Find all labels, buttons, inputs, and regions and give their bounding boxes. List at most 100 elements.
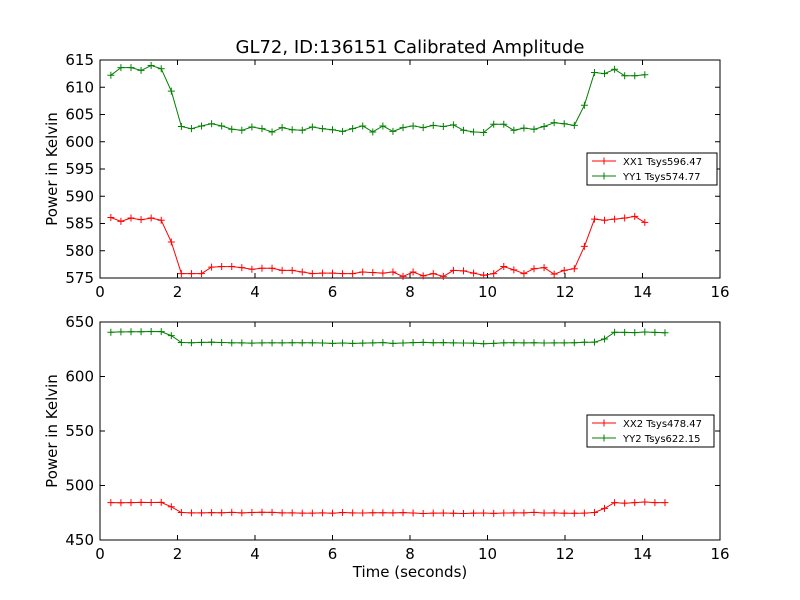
y-tick-label: 615 — [65, 51, 94, 69]
x-tick-label: 4 — [250, 283, 260, 301]
data-point — [238, 339, 246, 347]
x-tick-label: 10 — [478, 283, 497, 301]
data-point — [117, 328, 125, 336]
data-point — [590, 509, 598, 517]
data-point — [298, 268, 306, 276]
legend-label: XX2 Tsys478.47 — [623, 419, 702, 430]
data-point — [510, 266, 518, 274]
data-point — [459, 510, 467, 518]
data-point — [177, 270, 185, 278]
legend-marker — [600, 157, 608, 165]
data-point — [611, 328, 619, 336]
data-point — [611, 499, 619, 507]
data-point — [147, 61, 155, 69]
data-point — [349, 339, 357, 347]
data-point — [590, 69, 598, 77]
data-point — [127, 64, 135, 72]
data-point — [268, 128, 276, 136]
data-point — [439, 272, 447, 280]
data-point — [530, 265, 538, 273]
data-point — [550, 119, 558, 127]
data-point — [480, 128, 488, 136]
data-point — [278, 339, 286, 347]
data-point — [318, 125, 326, 133]
data-point — [258, 264, 266, 272]
data-point — [459, 126, 467, 134]
data-point — [580, 101, 588, 109]
data-point — [127, 214, 135, 222]
data-point — [379, 269, 387, 277]
y-axis-label: Power in Kelvin — [43, 374, 61, 488]
data-point — [369, 269, 377, 277]
data-point — [530, 339, 538, 347]
legend-marker — [600, 434, 608, 442]
data-point — [550, 509, 558, 517]
x-tick-label: 8 — [405, 283, 415, 301]
data-point — [308, 270, 316, 278]
data-point — [510, 126, 518, 134]
data-point — [157, 328, 165, 336]
data-point — [601, 70, 609, 78]
data-point — [238, 126, 246, 134]
y-tick-label: 650 — [65, 313, 94, 331]
data-point — [107, 214, 115, 222]
y-tick-label: 600 — [65, 133, 94, 151]
data-point — [540, 122, 548, 130]
data-point — [580, 242, 588, 250]
data-point — [570, 121, 578, 129]
data-point — [449, 121, 457, 129]
legend-label: YY1 Tsys574.77 — [622, 172, 701, 183]
data-point — [218, 338, 226, 346]
data-point — [198, 270, 206, 278]
data-point — [419, 338, 427, 346]
x-tick-label: 2 — [173, 545, 183, 563]
data-point — [218, 509, 226, 517]
data-point — [329, 509, 336, 517]
data-point — [550, 270, 558, 278]
data-point — [288, 339, 296, 347]
x-tick-label: 16 — [710, 545, 729, 563]
data-point — [268, 339, 276, 347]
data-point — [409, 339, 417, 347]
data-point — [590, 215, 598, 223]
data-point — [278, 124, 286, 132]
data-point — [520, 509, 528, 517]
data-point — [187, 339, 195, 347]
data-point — [349, 509, 357, 517]
data-point — [248, 509, 256, 517]
data-point — [661, 329, 669, 337]
data-point — [238, 509, 246, 517]
data-point — [228, 125, 236, 133]
data-point — [580, 509, 588, 517]
data-point — [288, 266, 296, 274]
x-tick-label: 6 — [328, 283, 338, 301]
data-point — [399, 272, 407, 280]
data-point — [550, 339, 558, 347]
legend-marker — [600, 172, 608, 180]
data-point — [520, 339, 528, 347]
data-point — [308, 123, 316, 131]
data-point — [218, 122, 226, 130]
data-point — [449, 339, 457, 347]
x-tick-label: 0 — [95, 545, 105, 563]
data-point — [187, 270, 195, 278]
data-point — [177, 122, 185, 130]
data-point — [651, 499, 659, 507]
x-tick-label: 16 — [710, 283, 729, 301]
data-point — [359, 339, 367, 347]
data-point — [248, 123, 256, 131]
data-point — [480, 271, 488, 279]
data-point — [570, 339, 578, 347]
data-point — [248, 265, 256, 273]
legend-marker — [600, 419, 608, 427]
data-point — [399, 509, 407, 517]
legend-label: XX1 Tsys596.47 — [623, 157, 702, 168]
data-point — [641, 218, 649, 226]
figure-title: GL72, ID:136151 Calibrated Amplitude — [236, 37, 585, 58]
data-point — [500, 120, 508, 128]
data-point — [339, 127, 347, 135]
data-point — [601, 335, 609, 343]
data-point — [208, 120, 216, 128]
data-point — [601, 216, 609, 224]
data-point — [530, 125, 538, 133]
